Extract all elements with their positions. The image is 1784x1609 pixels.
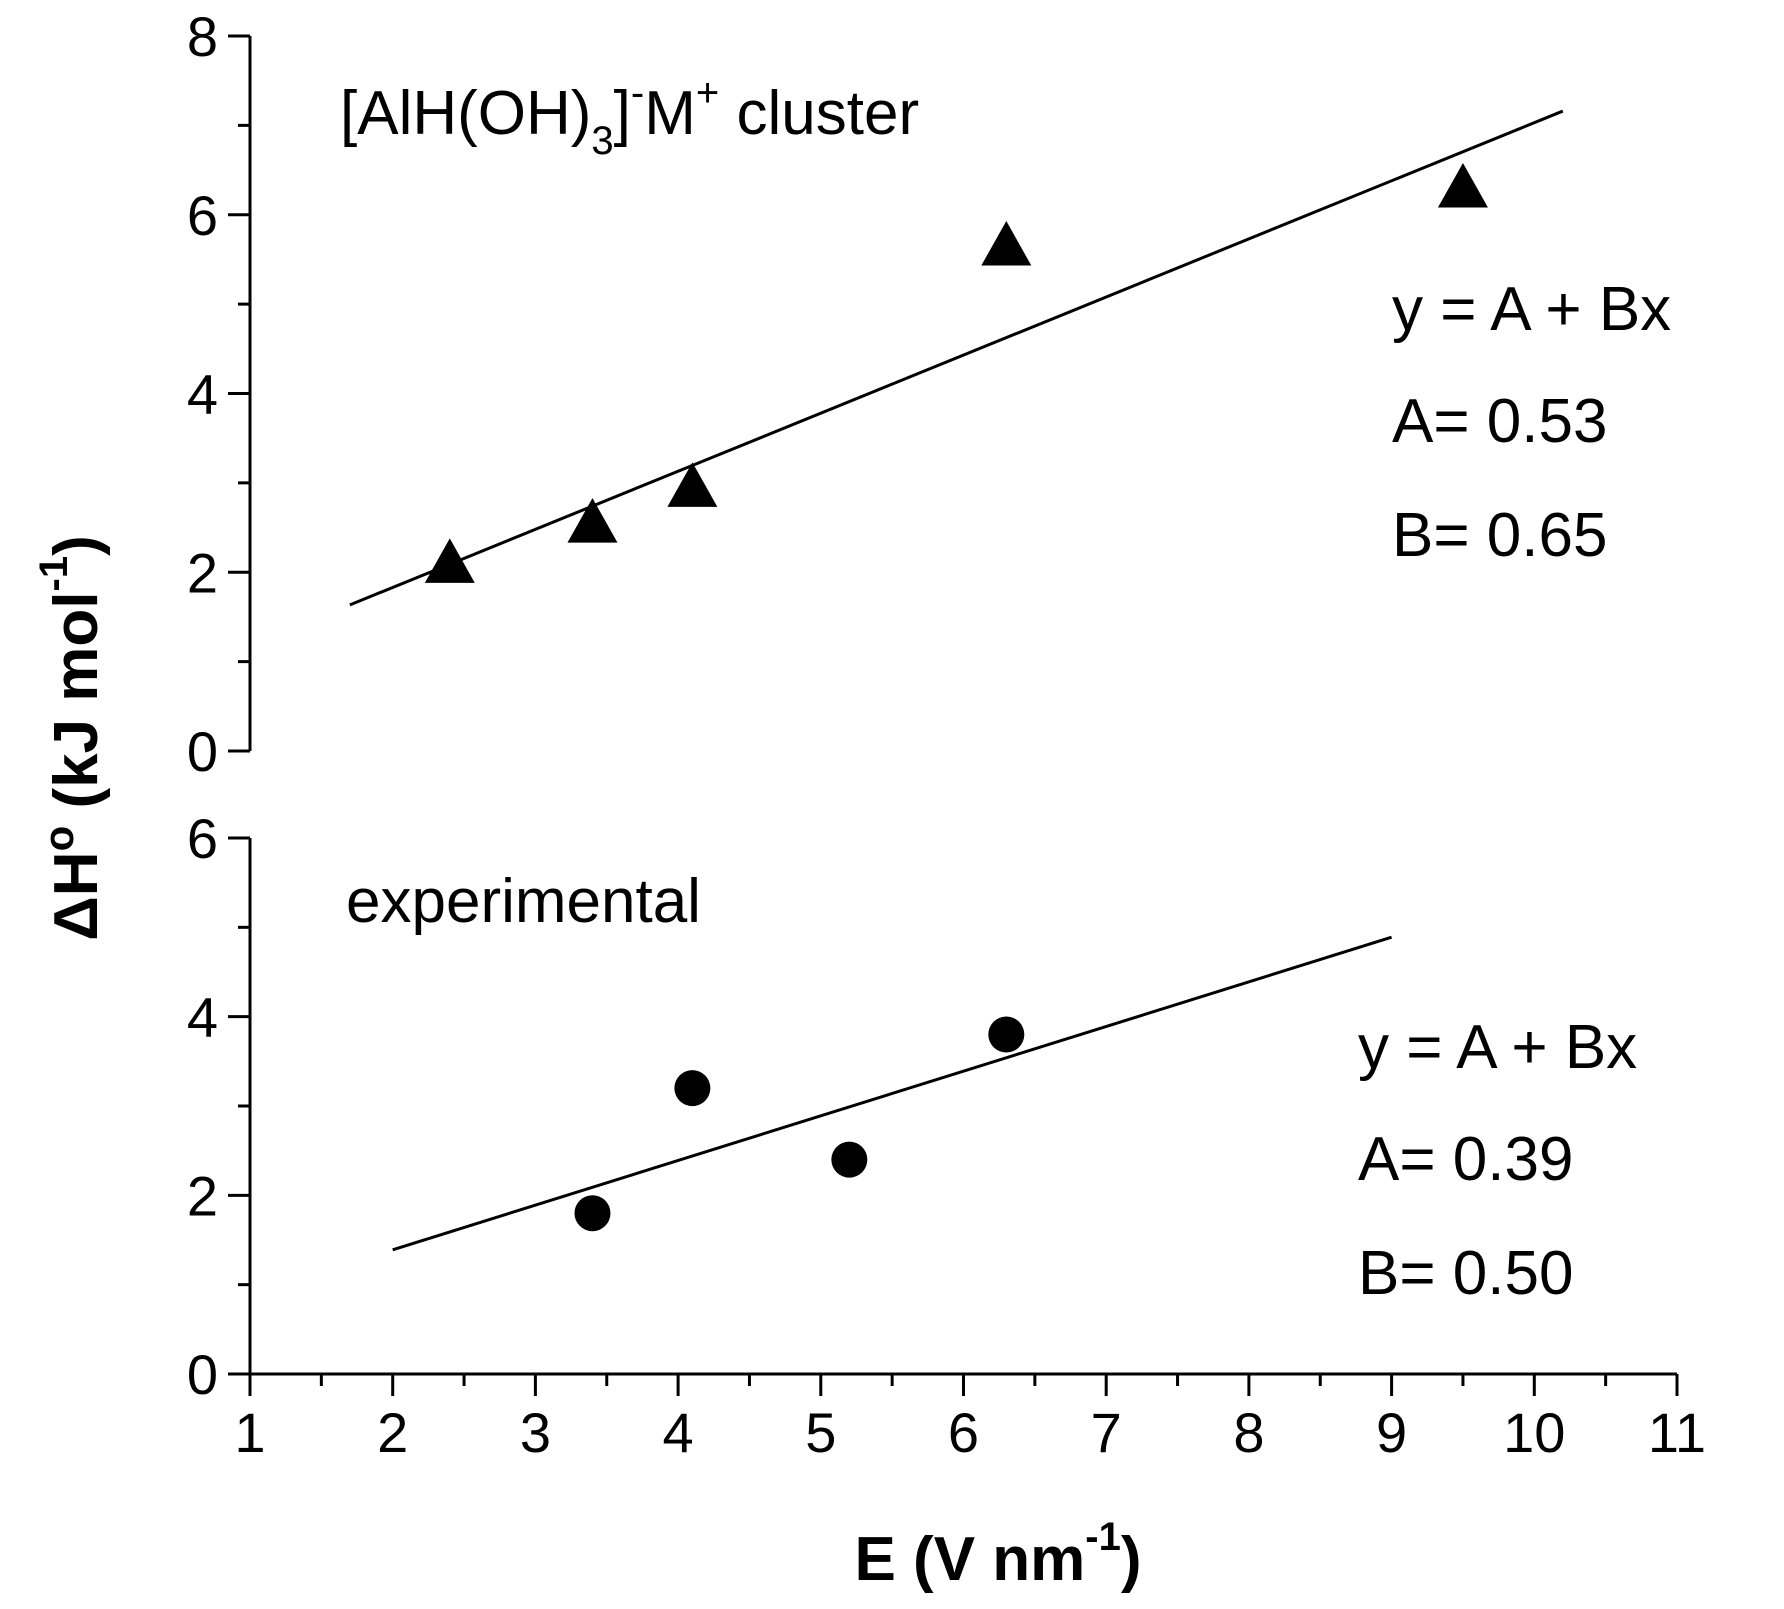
data-point-triangle bbox=[567, 498, 618, 543]
x-tick-label: 4 bbox=[663, 1401, 694, 1464]
x-tick-label: 1 bbox=[234, 1401, 265, 1464]
bottom-panel: 0 2 4 6 1 2 3 4 5 6 7 8 9 10 11 bbox=[187, 807, 1706, 1464]
bottom-fit-equation: y = A + Bx bbox=[1358, 1013, 1637, 1082]
bottom-fit-a: A= 0.39 bbox=[1358, 1125, 1573, 1194]
top-fit-line bbox=[349, 109, 1564, 607]
data-point-triangle bbox=[667, 462, 718, 507]
top-fit-equation: y = A + Bx bbox=[1392, 275, 1671, 344]
x-tick-label: 7 bbox=[1091, 1401, 1122, 1464]
top-y-ticks: 0 2 4 6 8 bbox=[187, 5, 250, 783]
y-tick-label: 2 bbox=[187, 1164, 218, 1227]
data-point-triangle bbox=[424, 538, 475, 583]
y-tick-label: 8 bbox=[187, 5, 218, 68]
data-point-circle bbox=[831, 1141, 868, 1178]
x-ticks: 1 2 3 4 5 6 7 8 9 10 11 bbox=[234, 1374, 1706, 1464]
data-point-circle bbox=[988, 1016, 1025, 1053]
top-fit-b: B= 0.65 bbox=[1392, 501, 1607, 570]
x-tick-label: 3 bbox=[520, 1401, 551, 1464]
top-data-points bbox=[424, 162, 1488, 583]
x-tick-label: 9 bbox=[1376, 1401, 1407, 1464]
x-tick-label: 10 bbox=[1503, 1401, 1565, 1464]
y-axis-title: ΔHo (kJ mol-1) bbox=[32, 535, 111, 941]
top-panel: 0 2 4 6 8 bbox=[187, 5, 1564, 783]
y-tick-label: 4 bbox=[187, 986, 218, 1049]
fit-line bbox=[349, 109, 1564, 607]
y-tick-label: 0 bbox=[187, 720, 218, 783]
bottom-fit-line bbox=[392, 935, 1393, 1252]
y-tick-label: 4 bbox=[187, 363, 218, 426]
data-point-circle bbox=[674, 1070, 711, 1107]
x-tick-label: 5 bbox=[805, 1401, 836, 1464]
bottom-data-points bbox=[574, 1016, 1025, 1232]
y-tick-label: 2 bbox=[187, 541, 218, 604]
bottom-fit-b: B= 0.50 bbox=[1358, 1239, 1573, 1308]
x-tick-label: 6 bbox=[948, 1401, 979, 1464]
x-tick-label: 8 bbox=[1233, 1401, 1264, 1464]
bottom-y-ticks: 0 2 4 6 bbox=[187, 807, 250, 1406]
y-tick-label: 6 bbox=[187, 184, 218, 247]
data-point-triangle bbox=[1437, 162, 1488, 208]
y-tick-label: 6 bbox=[187, 807, 218, 870]
bottom-panel-title: experimental bbox=[346, 867, 701, 936]
data-point-triangle bbox=[981, 221, 1032, 266]
data-point-circle bbox=[574, 1195, 611, 1232]
x-tick-label: 2 bbox=[377, 1401, 408, 1464]
x-axis-title: E (V nm-1) bbox=[854, 1515, 1141, 1594]
fit-line bbox=[392, 935, 1393, 1252]
y-tick-label: 0 bbox=[187, 1343, 218, 1406]
top-fit-a: A= 0.53 bbox=[1392, 387, 1607, 456]
x-tick-label: 11 bbox=[1648, 1401, 1706, 1464]
top-panel-title: [AlH(OH)3]-M+ cluster bbox=[340, 71, 919, 163]
